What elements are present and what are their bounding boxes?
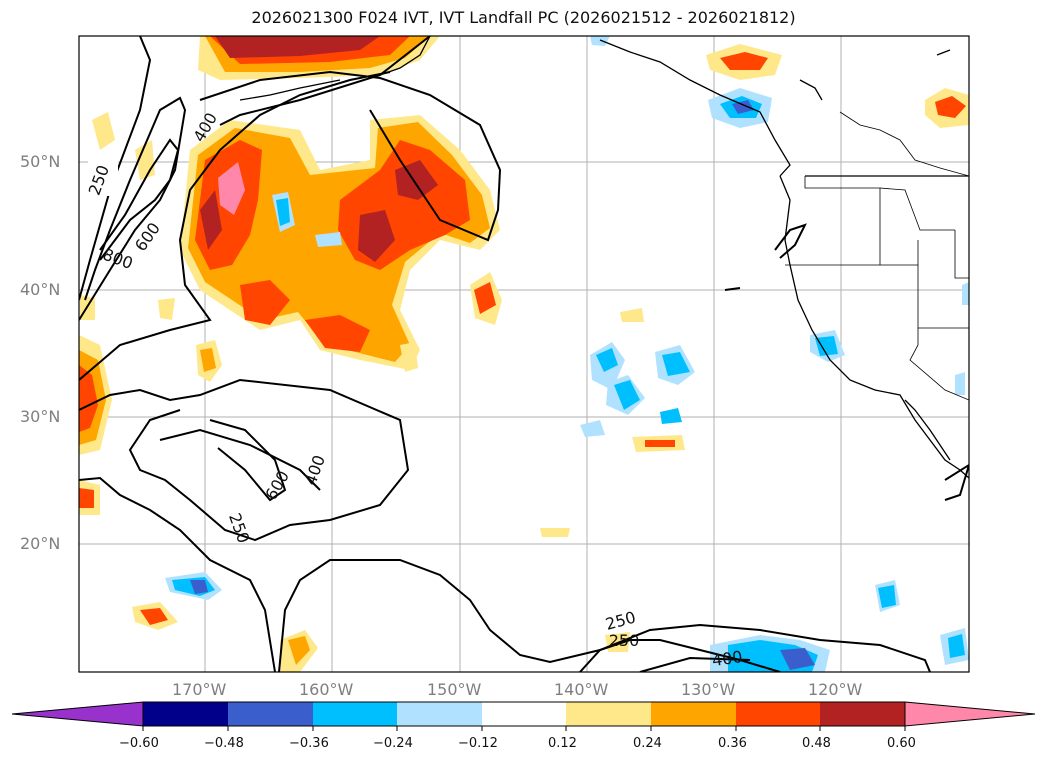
lat-label: 50°N (20, 152, 61, 171)
colorbar-segment (651, 702, 736, 726)
colorbar-tick-label: 0.12 (548, 736, 577, 751)
lon-label: 150°W (427, 680, 482, 699)
colorbar-tick-label: 0.36 (718, 736, 747, 751)
colorbar-extend-high (904, 701, 1036, 727)
colorbar-segment (820, 702, 905, 726)
lon-label: 170°W (172, 680, 227, 699)
contour-label: 800 (100, 245, 135, 273)
contour-label: 250 (609, 631, 640, 650)
map-title: 2026021300 F024 IVT, IVT Landfall PC (20… (251, 8, 796, 27)
colorbar-segment (482, 702, 566, 726)
colorbar-segment (736, 702, 820, 726)
lat-label: 40°N (20, 280, 61, 299)
colorbar (11, 701, 1036, 731)
ivt-contours (79, 36, 969, 672)
contour-label: 250 (225, 511, 253, 546)
lon-label: 130°W (681, 680, 736, 699)
colorbar-tick-label: −0.24 (373, 736, 413, 751)
colorbar-extend-low (11, 701, 144, 727)
colorbar-tick-label: −0.48 (204, 736, 244, 751)
contour-label: 250 (603, 608, 637, 634)
lon-label: 160°W (299, 680, 354, 699)
colorbar-tick-label: 0.60 (887, 736, 916, 751)
colorbar-segment (143, 702, 228, 726)
state-borders (785, 111, 969, 401)
colorbar-tick-label: −0.12 (458, 736, 498, 751)
contour-label: 600 (131, 219, 164, 255)
colorbar-segment (397, 702, 482, 726)
colorbar-tick-label: −0.36 (289, 736, 329, 751)
lon-label: 120°W (808, 680, 863, 699)
contour-label: 400 (711, 647, 744, 670)
map-frame (78, 35, 970, 673)
colorbar-segment (228, 702, 313, 726)
contour-label: 600 (261, 467, 293, 503)
colorbar-tick-label: 0.24 (633, 736, 662, 751)
colorbar-tick-label: −0.60 (119, 736, 159, 751)
colorbar-segment (313, 702, 397, 726)
contour-label: 400 (301, 453, 329, 488)
colorbar-segment (566, 702, 651, 726)
lon-label: 140°W (554, 680, 609, 699)
colorbar-tick-label: 0.48 (802, 736, 831, 751)
lat-label: 30°N (20, 407, 61, 426)
lat-label: 20°N (20, 534, 61, 553)
coastlines (239, 36, 969, 479)
